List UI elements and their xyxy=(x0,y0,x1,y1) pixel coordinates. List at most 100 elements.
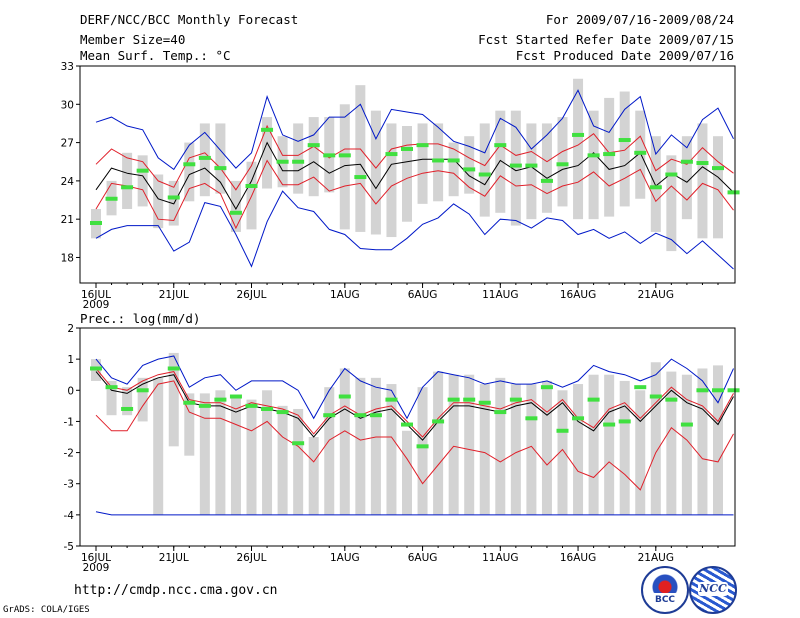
spread-box xyxy=(619,91,630,207)
spread-box xyxy=(573,384,584,515)
observation-marker xyxy=(121,185,134,190)
spread-box xyxy=(604,97,615,217)
min-line xyxy=(95,511,734,516)
observation-marker xyxy=(183,400,196,405)
spread-box xyxy=(370,377,381,515)
x-tick-label: 21AUG xyxy=(638,289,674,301)
spread-box xyxy=(153,377,164,515)
observation-marker xyxy=(509,397,522,402)
spread-box xyxy=(293,123,304,194)
spread-box xyxy=(402,125,412,222)
y-tick-label: 18 xyxy=(61,252,74,264)
observation-marker xyxy=(572,132,585,137)
observation-marker xyxy=(525,416,538,421)
y-tick-label: 0 xyxy=(67,385,74,397)
spread-box xyxy=(386,123,397,238)
observation-marker xyxy=(167,366,180,371)
spread-box xyxy=(324,387,335,515)
y-tick-label: -5 xyxy=(64,541,74,553)
spread-box xyxy=(448,142,459,197)
spread-box xyxy=(510,384,521,515)
spread-box xyxy=(308,117,319,197)
variable-title: Mean Surf. Temp.: °C xyxy=(80,48,231,63)
observation-marker xyxy=(618,419,631,424)
upper-line xyxy=(95,368,734,438)
spread-box xyxy=(541,123,552,213)
observation-marker xyxy=(90,366,102,371)
observation-marker xyxy=(540,178,553,183)
observation-marker xyxy=(198,403,211,408)
spread-box xyxy=(277,405,288,515)
spread-box xyxy=(199,393,210,515)
spread-box xyxy=(122,387,133,416)
spread-box xyxy=(464,374,475,515)
spread-box xyxy=(448,374,459,515)
observation-marker xyxy=(323,413,336,418)
observation-marker xyxy=(338,394,351,399)
x-tick-year: 2009 xyxy=(83,299,110,311)
spread-box xyxy=(635,390,646,515)
observation-marker xyxy=(603,422,616,427)
observation-marker xyxy=(354,175,367,180)
spread-box xyxy=(619,380,630,515)
spread-box xyxy=(308,437,319,515)
observation-marker xyxy=(416,143,429,148)
observation-marker xyxy=(603,152,616,157)
spread-box xyxy=(557,390,568,515)
x-tick-label: 16AUG xyxy=(560,289,596,301)
observation-marker xyxy=(696,388,709,393)
spread-box xyxy=(604,374,615,515)
observation-marker xyxy=(712,166,724,171)
observation-marker xyxy=(665,172,678,177)
observation-marker xyxy=(401,146,413,151)
spread-box xyxy=(713,365,723,515)
observation-marker xyxy=(105,385,118,390)
spread-box xyxy=(137,155,148,207)
spread-box xyxy=(510,110,521,226)
observation-marker xyxy=(276,159,289,164)
observation-marker xyxy=(680,159,693,164)
y-tick-label: 2 xyxy=(67,323,74,335)
observation-marker xyxy=(463,397,476,402)
observation-marker xyxy=(649,394,662,399)
observation-marker xyxy=(447,397,460,402)
spread-box xyxy=(417,123,428,204)
x-tick-label: 16JUL xyxy=(81,552,111,564)
spread-box xyxy=(339,368,350,515)
spread-box xyxy=(230,396,241,515)
bcc-logo: BCC xyxy=(641,566,689,614)
y-tick-label: -4 xyxy=(64,510,75,522)
observation-marker xyxy=(478,400,491,405)
x-tick-label: 21JUL xyxy=(159,552,189,564)
observation-marker xyxy=(198,155,211,160)
observation-marker xyxy=(494,410,507,415)
observation-marker xyxy=(494,143,507,148)
spread-box xyxy=(588,374,599,515)
observation-marker xyxy=(587,153,600,158)
observation-marker xyxy=(245,403,258,408)
observation-marker xyxy=(354,413,367,418)
spread-box xyxy=(526,384,537,515)
observation-marker xyxy=(572,416,585,421)
spread-box xyxy=(215,123,226,194)
x-tick-label: 16JUL xyxy=(81,289,111,301)
spread-box xyxy=(153,174,164,229)
bcc-logo-text: BCC xyxy=(654,595,676,605)
observation-marker xyxy=(587,397,600,402)
website-url[interactable]: http://cmdp.ncc.cma.gov.cn xyxy=(74,583,278,598)
spread-box xyxy=(355,377,366,515)
spread-box xyxy=(386,384,397,515)
spread-box xyxy=(479,384,490,515)
observation-marker xyxy=(276,410,289,415)
spread-box xyxy=(479,123,490,217)
observation-marker xyxy=(696,161,709,166)
x-tick-year: 2009 xyxy=(83,562,110,574)
x-tick-label: 21JUL xyxy=(159,289,189,301)
spread-box xyxy=(402,430,412,515)
spread-box xyxy=(184,142,195,202)
observation-marker xyxy=(338,153,351,158)
spread-box xyxy=(417,387,428,515)
max-line xyxy=(95,355,734,420)
